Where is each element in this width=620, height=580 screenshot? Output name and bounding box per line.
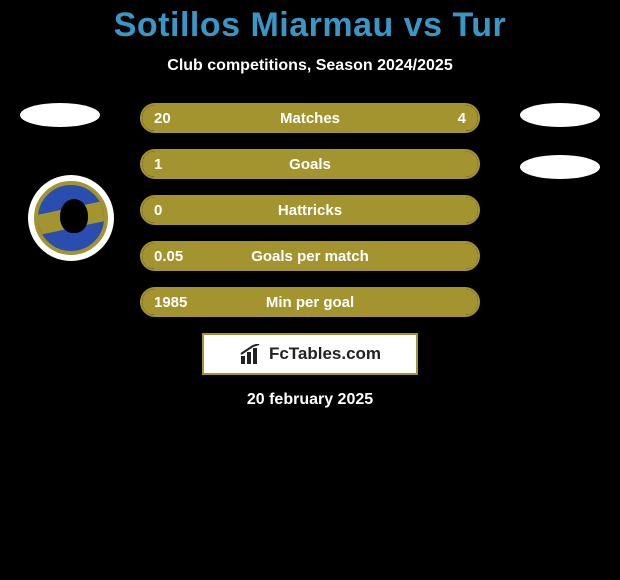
source-logo-box: FcTables.com xyxy=(202,333,418,375)
date-label: 20 february 2025 xyxy=(0,391,620,409)
stat-label: Min per goal xyxy=(142,294,478,311)
stat-row-matches: 20 Matches 4 xyxy=(140,103,480,133)
stat-label: Goals per match xyxy=(142,248,478,265)
stat-label: Hattricks xyxy=(142,202,478,219)
club-crest-silhouette xyxy=(60,199,88,233)
stat-row-hattricks: 0 Hattricks xyxy=(140,195,480,225)
page-title: Sotillos Miarmau vs Tur xyxy=(0,0,620,45)
comparison-content: 20 Matches 4 1 Goals 0 Hattricks 0.05 Go… xyxy=(0,103,620,409)
source-logo-text: FcTables.com xyxy=(269,344,381,364)
club-crest-inner xyxy=(34,181,108,255)
stat-label: Matches xyxy=(142,110,478,127)
stat-row-mpg: 1985 Min per goal xyxy=(140,287,480,317)
player-right-ellipse-1 xyxy=(520,103,600,127)
stat-row-gpm: 0.05 Goals per match xyxy=(140,241,480,271)
player-left-ellipse-1 xyxy=(20,103,100,127)
stat-label: Goals xyxy=(142,156,478,173)
stat-row-goals: 1 Goals xyxy=(140,149,480,179)
player-right-ellipse-2 xyxy=(520,155,600,179)
stat-value-right: 4 xyxy=(458,110,466,127)
stat-bars: 20 Matches 4 1 Goals 0 Hattricks 0.05 Go… xyxy=(140,103,480,317)
bar-chart-icon xyxy=(239,344,263,364)
club-crest xyxy=(28,175,114,261)
subtitle: Club competitions, Season 2024/2025 xyxy=(0,57,620,75)
